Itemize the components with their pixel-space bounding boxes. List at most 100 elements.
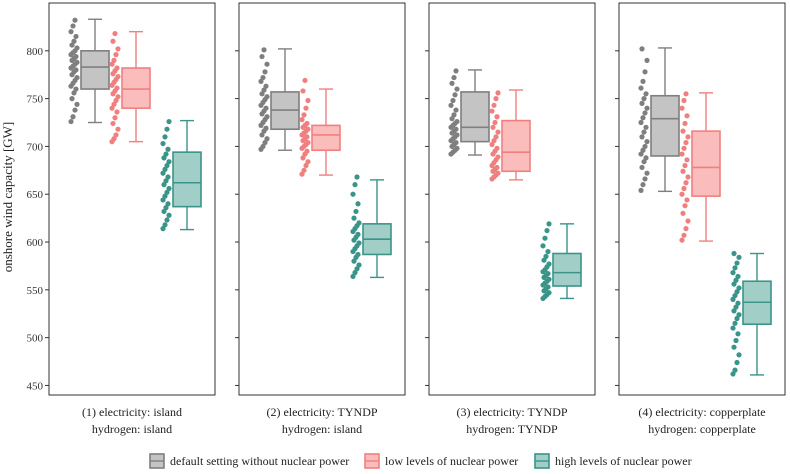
data-point bbox=[110, 38, 116, 44]
data-point bbox=[642, 143, 648, 150]
data-point bbox=[305, 139, 311, 146]
data-point bbox=[73, 33, 79, 40]
data-point bbox=[489, 108, 495, 114]
box bbox=[80, 50, 110, 90]
y-tick-label: 750 bbox=[27, 94, 44, 106]
data-point bbox=[682, 120, 688, 127]
data-point bbox=[305, 126, 311, 132]
data-point bbox=[682, 162, 688, 169]
data-point bbox=[259, 132, 265, 138]
data-point bbox=[681, 97, 687, 104]
data-point bbox=[735, 273, 741, 280]
box bbox=[552, 252, 582, 287]
data-point bbox=[684, 113, 690, 119]
data-point bbox=[454, 145, 460, 151]
data-point bbox=[160, 140, 166, 147]
data-point bbox=[260, 74, 266, 81]
data-point bbox=[114, 65, 120, 71]
data-point bbox=[682, 203, 688, 209]
data-point bbox=[541, 257, 547, 263]
data-point bbox=[545, 248, 551, 255]
box bbox=[691, 130, 721, 197]
data-point bbox=[736, 285, 742, 291]
facet-label-line1: (1) electricity: island bbox=[82, 405, 182, 419]
data-point bbox=[495, 129, 501, 135]
data-point bbox=[685, 174, 691, 180]
box-group bbox=[448, 68, 490, 157]
data-point bbox=[161, 208, 167, 215]
data-point bbox=[304, 148, 310, 154]
box bbox=[501, 119, 531, 173]
data-point bbox=[69, 96, 75, 102]
data-point bbox=[161, 155, 167, 161]
data-point bbox=[546, 290, 552, 296]
data-point bbox=[73, 86, 79, 92]
data-point bbox=[490, 124, 496, 130]
data-point bbox=[733, 277, 739, 283]
data-point bbox=[263, 83, 269, 89]
data-point bbox=[680, 128, 686, 134]
data-point bbox=[681, 145, 687, 151]
data-point bbox=[163, 178, 169, 184]
data-point bbox=[302, 77, 308, 84]
data-point bbox=[493, 96, 499, 102]
data-point bbox=[639, 134, 645, 140]
data-point bbox=[679, 191, 685, 197]
data-point bbox=[112, 30, 118, 37]
facet-label-line1: (2) electricity: TYNDP bbox=[266, 405, 377, 419]
data-point bbox=[640, 115, 646, 121]
data-point bbox=[356, 240, 362, 246]
y-tick-label: 550 bbox=[27, 285, 44, 297]
data-point bbox=[730, 371, 736, 377]
data-point bbox=[546, 276, 552, 282]
data-point bbox=[644, 139, 650, 145]
data-point bbox=[162, 222, 168, 228]
data-point bbox=[354, 174, 360, 180]
data-point bbox=[74, 59, 80, 65]
y-axis-title: onshore wind capacity [GW] bbox=[0, 122, 15, 273]
data-point bbox=[449, 116, 455, 122]
data-point bbox=[734, 260, 740, 266]
data-point bbox=[638, 151, 644, 157]
data-point bbox=[731, 250, 737, 257]
box bbox=[460, 91, 490, 143]
data-point bbox=[264, 136, 270, 142]
data-point bbox=[640, 182, 646, 188]
legend-label: high levels of nuclear power bbox=[555, 454, 692, 468]
data-point bbox=[644, 170, 650, 176]
data-point bbox=[115, 126, 121, 132]
data-point bbox=[638, 187, 644, 193]
legend-item: default setting without nuclear power bbox=[149, 453, 349, 469]
data-point bbox=[166, 159, 172, 165]
box-group bbox=[68, 17, 110, 125]
data-point bbox=[495, 170, 501, 176]
data-point bbox=[546, 261, 552, 267]
panel-frame bbox=[238, 2, 406, 396]
data-point bbox=[732, 265, 738, 271]
data-point bbox=[261, 87, 267, 93]
data-point bbox=[163, 151, 169, 157]
data-point bbox=[113, 132, 119, 138]
data-point bbox=[164, 126, 170, 132]
data-point bbox=[70, 114, 76, 120]
y-tick-label: 700 bbox=[27, 141, 44, 153]
data-point bbox=[639, 100, 645, 106]
data-point bbox=[683, 180, 689, 186]
legend-item: low levels of nuclear power bbox=[364, 453, 518, 469]
data-point bbox=[350, 191, 356, 197]
data-point bbox=[355, 231, 361, 237]
data-point bbox=[685, 134, 691, 140]
data-point bbox=[72, 17, 78, 23]
box-group bbox=[679, 91, 721, 243]
data-point bbox=[69, 42, 75, 48]
data-point bbox=[643, 124, 649, 130]
data-point bbox=[683, 226, 689, 232]
data-point bbox=[115, 74, 121, 80]
data-point bbox=[640, 78, 646, 84]
data-point bbox=[73, 67, 79, 73]
data-point bbox=[71, 38, 77, 44]
data-point bbox=[545, 284, 551, 290]
data-point bbox=[114, 109, 120, 115]
facet-label-line1: (3) electricity: TYNDP bbox=[456, 405, 567, 419]
data-point bbox=[115, 94, 121, 100]
